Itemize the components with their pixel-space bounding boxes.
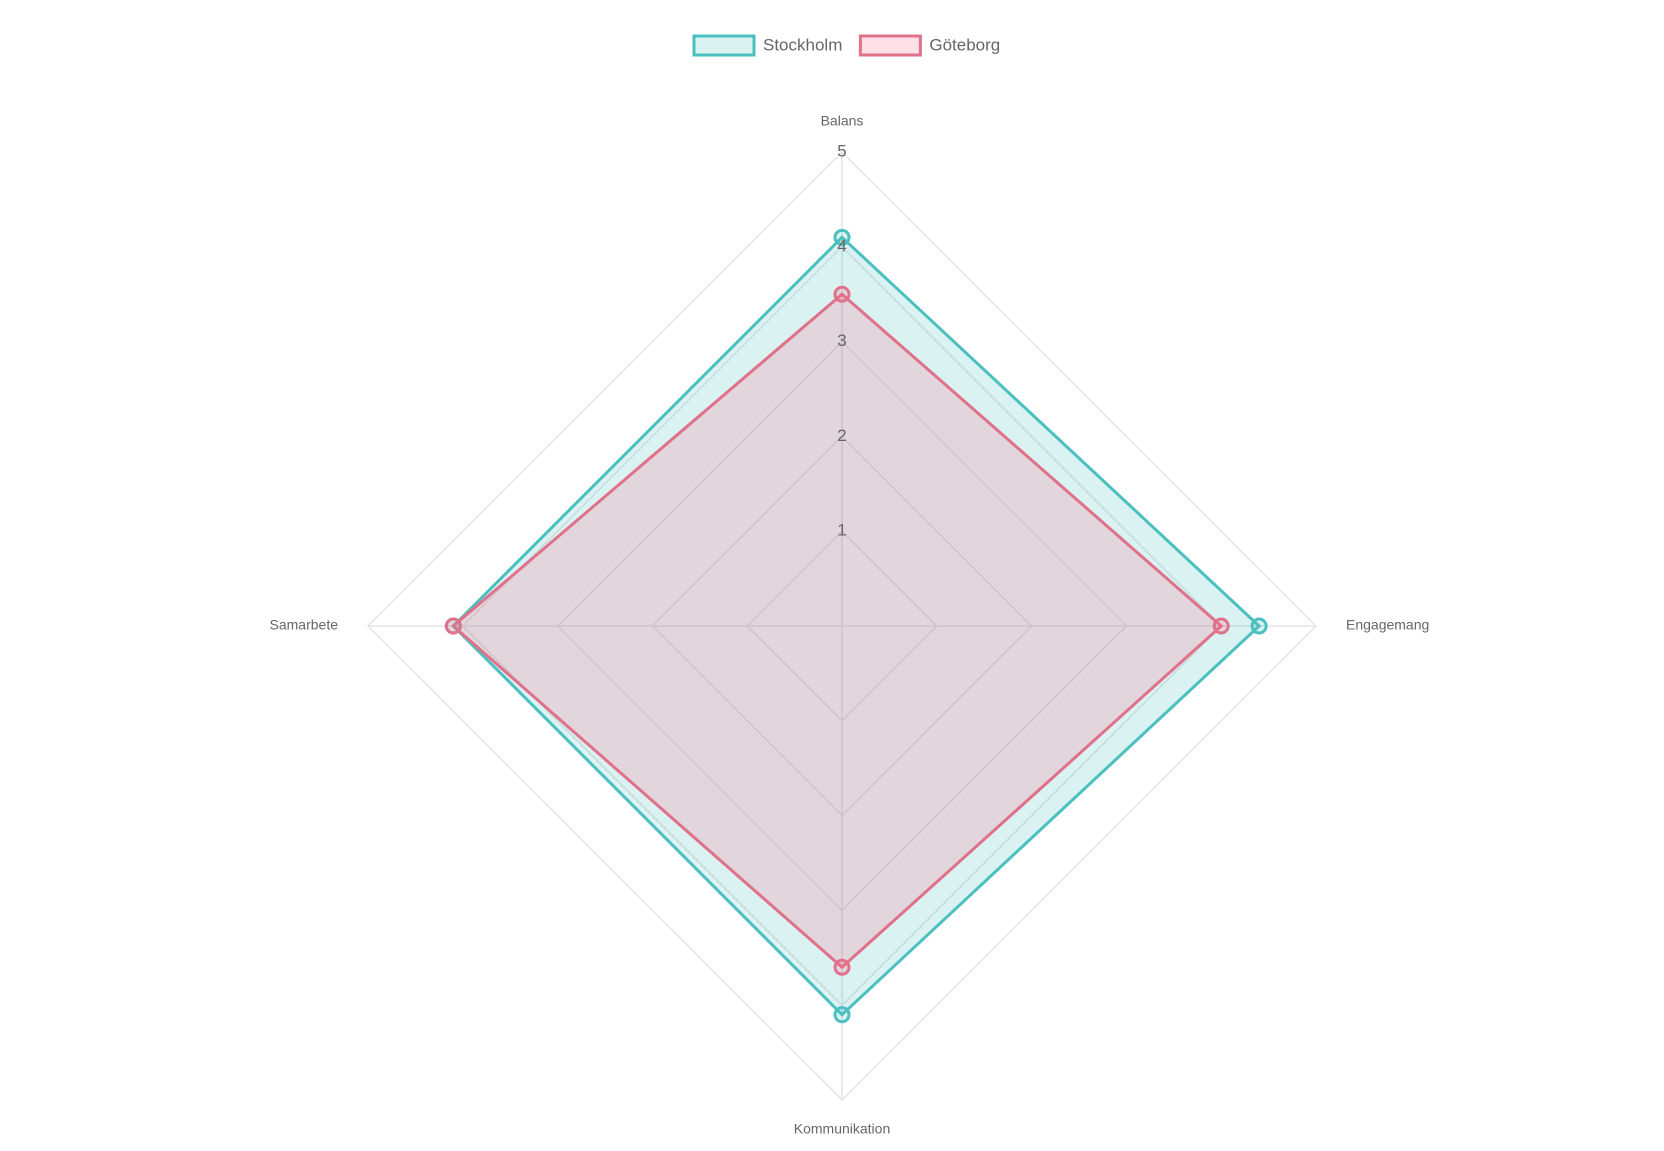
legend-swatch <box>858 34 922 57</box>
data-point <box>833 958 851 976</box>
category-label: Samarbete <box>270 617 339 633</box>
series-area <box>451 235 1262 1017</box>
category-label: Kommunikation <box>794 1121 891 1137</box>
data-point <box>833 1006 851 1024</box>
data-point <box>833 228 851 246</box>
r-tick-label: 3 <box>837 331 846 350</box>
category-label: Balans <box>821 113 864 129</box>
data-point <box>444 617 462 635</box>
series-area <box>451 292 1224 970</box>
legend-swatch <box>692 34 756 57</box>
legend-label[interactable]: Stockholm <box>763 35 842 54</box>
r-tick-label: 2 <box>837 426 846 445</box>
r-tick-label: 5 <box>837 141 846 160</box>
category-label: Engagemang <box>1346 617 1429 633</box>
data-point <box>833 285 851 303</box>
r-tick-label: 4 <box>837 236 846 255</box>
data-point <box>1250 617 1268 635</box>
legend-label[interactable]: Göteborg <box>929 35 1000 54</box>
data-point <box>1212 617 1230 635</box>
r-tick-label: 1 <box>837 521 846 540</box>
